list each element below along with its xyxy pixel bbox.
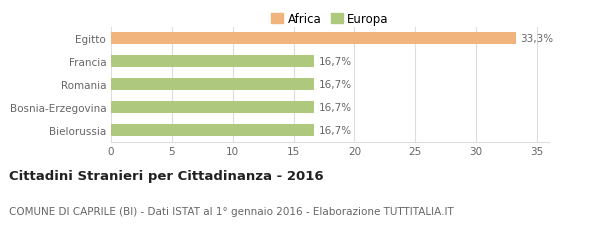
Bar bbox=[111, 79, 314, 91]
Text: 33,3%: 33,3% bbox=[520, 34, 554, 44]
Text: 16,7%: 16,7% bbox=[319, 103, 352, 113]
Text: 16,7%: 16,7% bbox=[319, 125, 352, 136]
Bar bbox=[111, 56, 314, 68]
Text: Cittadini Stranieri per Cittadinanza - 2016: Cittadini Stranieri per Cittadinanza - 2… bbox=[9, 169, 323, 183]
Bar bbox=[111, 33, 516, 45]
Bar bbox=[111, 124, 314, 137]
Bar bbox=[111, 101, 314, 114]
Legend: Africa, Europa: Africa, Europa bbox=[266, 8, 394, 30]
Text: COMUNE DI CAPRILE (BI) - Dati ISTAT al 1° gennaio 2016 - Elaborazione TUTTITALIA: COMUNE DI CAPRILE (BI) - Dati ISTAT al 1… bbox=[9, 206, 454, 216]
Text: 16,7%: 16,7% bbox=[319, 57, 352, 67]
Text: 16,7%: 16,7% bbox=[319, 80, 352, 90]
